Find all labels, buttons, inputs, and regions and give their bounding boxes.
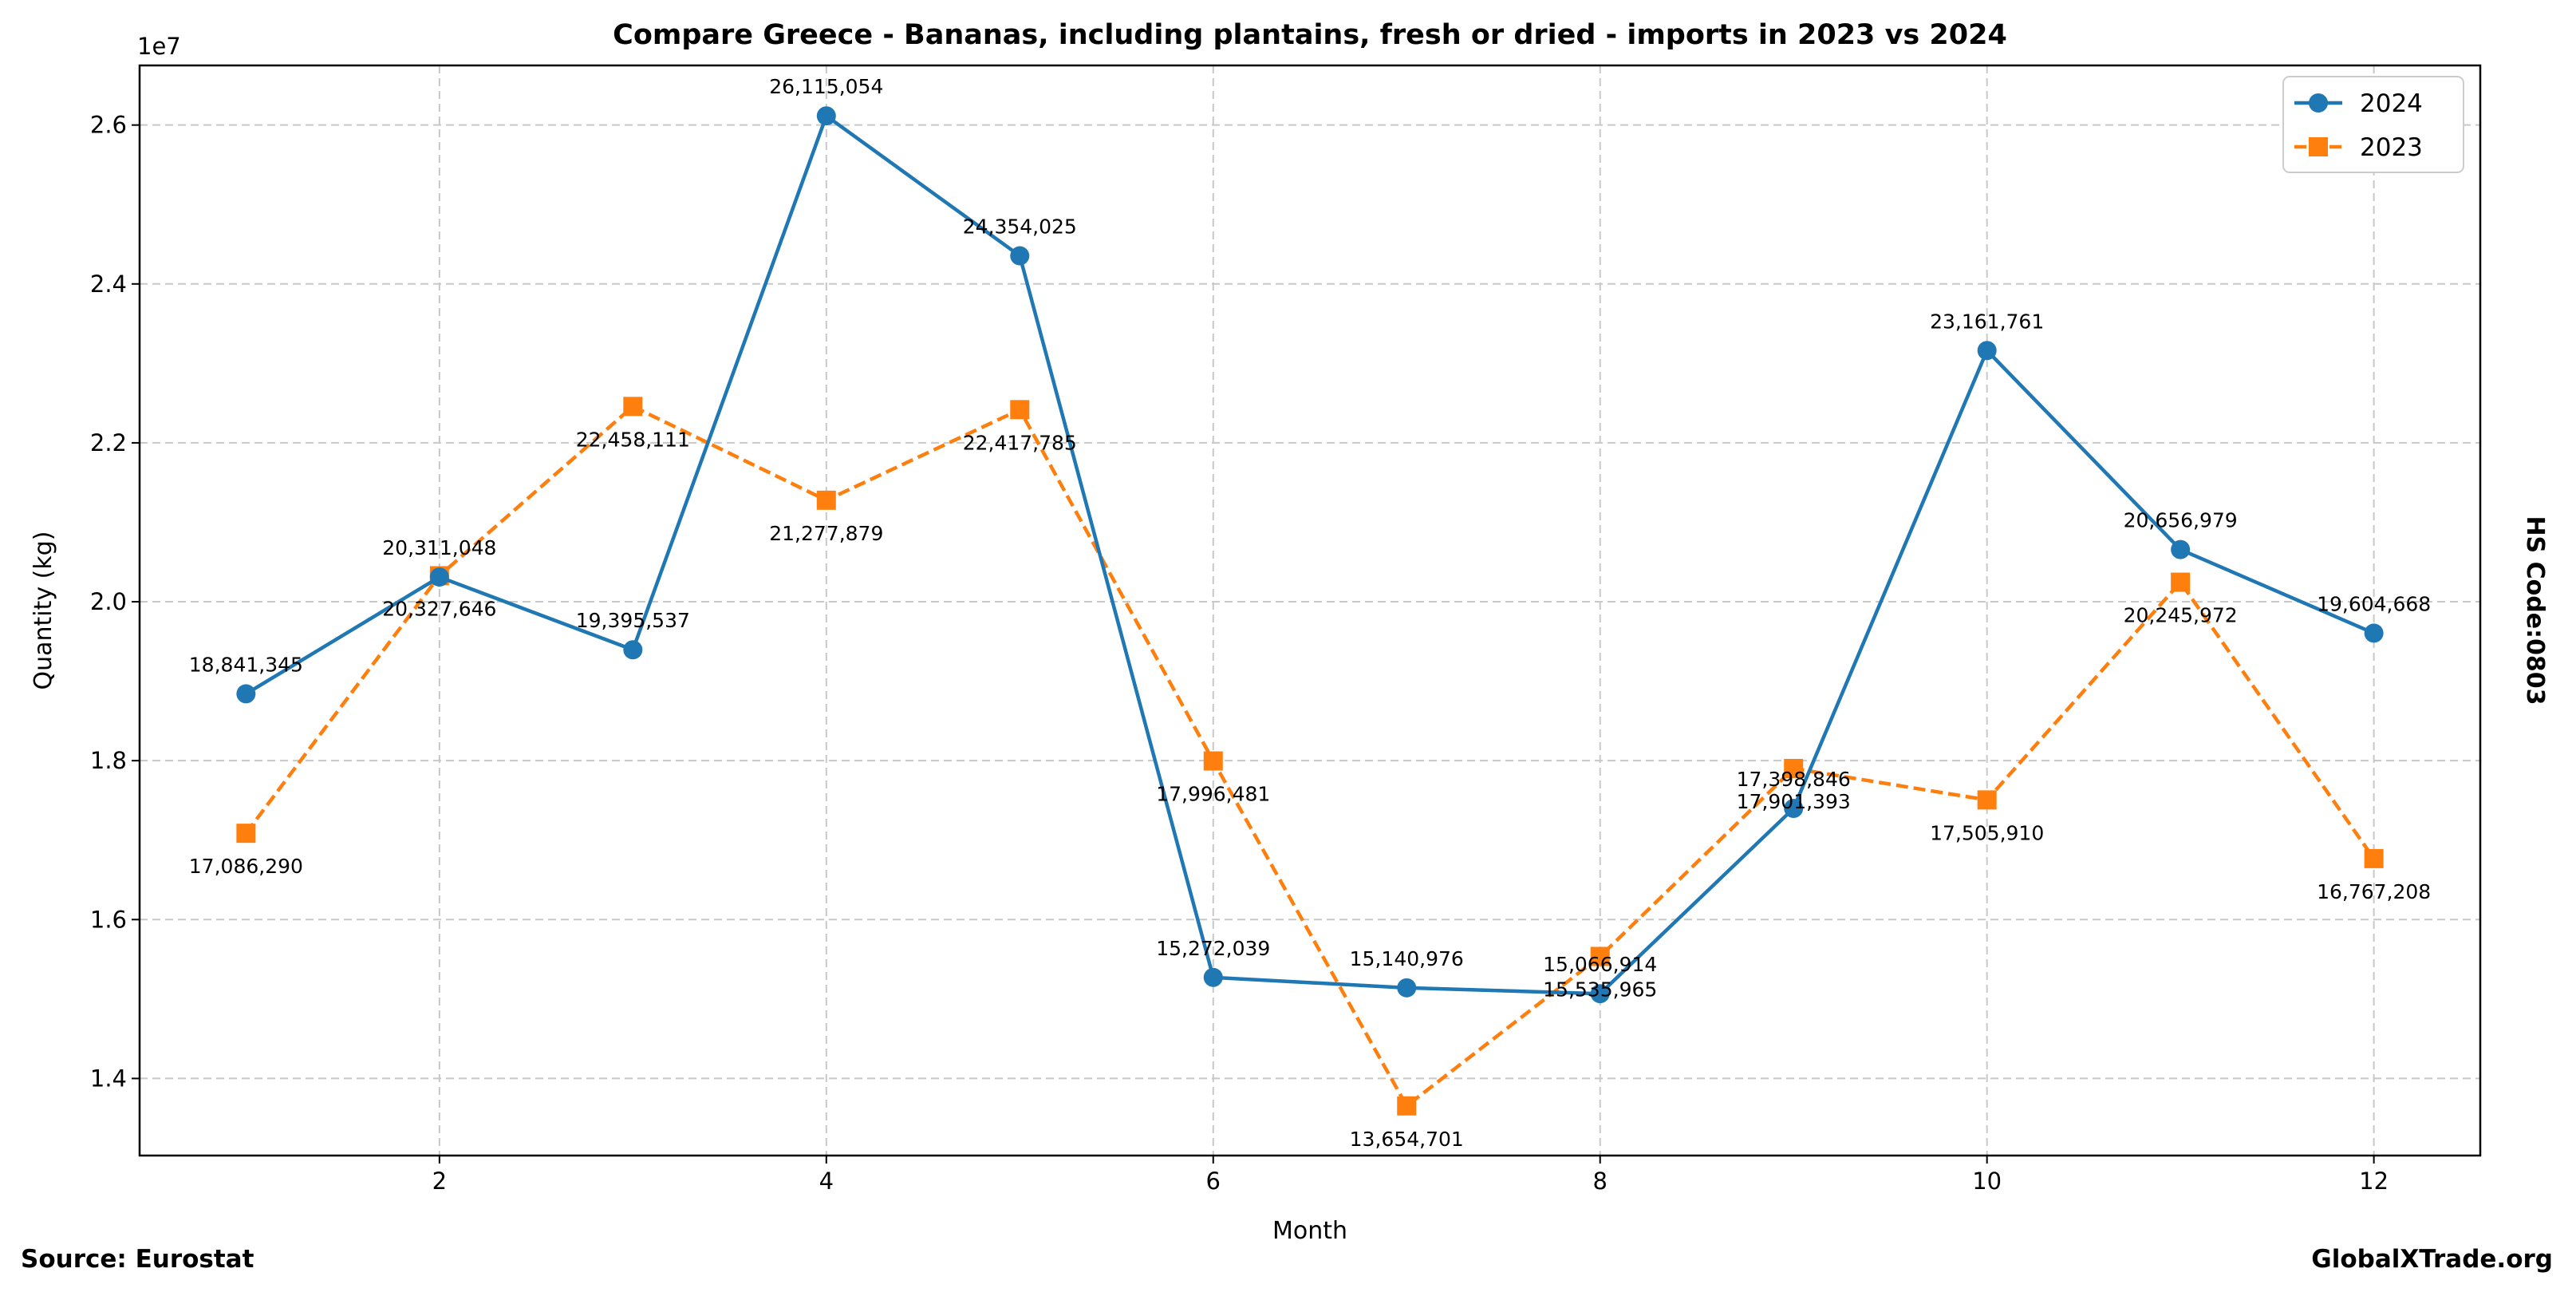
x-tick-label: 6 [1206,1168,1221,1195]
y-tick-label: 2.0 [90,588,127,615]
data-label-2023: 17,901,393 [1737,790,1851,813]
data-label-2024: 23,161,761 [1930,310,2044,333]
data-label-2023: 21,277,879 [769,522,883,545]
point-2023 [1590,946,1610,966]
legend-frame [2282,76,2464,173]
data-label-2023: 17,086,290 [189,855,303,878]
point-2024 [236,684,256,704]
x-tick-label: 10 [1972,1168,2002,1195]
y-tick-label: 1.8 [90,747,127,774]
plot-frame [138,64,2482,1157]
data-label-2024: 18,841,345 [189,653,303,676]
y-tick-label: 1.4 [90,1065,127,1092]
data-label-2023: 22,458,111 [576,428,690,451]
data-label-2024: 15,272,039 [1156,937,1270,960]
axis-ticks: 2 4 6 8 10 12 1.4 1.6 1.8 2.0 2.2 2.4 2.6 [90,112,2389,1195]
data-label-2024: 19,395,537 [576,609,690,632]
legend-marker-2023 [2309,137,2328,156]
point-2024 [1590,984,1610,1004]
data-label-2023: 22,417,785 [963,431,1077,454]
y-tick-label: 1.6 [90,906,127,933]
point-2023 [1784,758,1804,778]
point-2023 [1397,1096,1417,1116]
data-label-2023: 20,245,972 [2124,604,2238,627]
x-tick-label: 4 [819,1168,834,1195]
chart-title: Compare Greece - Bananas, including plan… [613,19,2007,51]
grid [140,65,2480,1156]
point-2023 [236,824,256,844]
point-2024 [2171,539,2191,559]
source-label: Source: Eurostat [21,1245,254,1274]
data-label-2024: 20,311,048 [382,536,496,559]
data-label-2023: 16,767,208 [2317,880,2431,903]
series-line-2023 [244,404,2376,1109]
hs-code-label: HS Code:0803 [2521,516,2549,705]
data-label-2023: 20,327,646 [382,597,496,620]
legend-marker-2024 [2309,93,2328,113]
data-label-2024: 24,354,025 [963,215,1077,239]
point-2023 [2364,848,2384,868]
y-tick-label: 2.4 [90,271,127,298]
data-label-2024: 15,140,976 [1350,947,1464,970]
x-tick-label: 12 [2359,1168,2389,1195]
legend-label-2024: 2024 [2360,89,2423,118]
data-labels: 17,086,290 20,327,646 22,458,111 21,277,879… [189,75,2431,1151]
point-2023 [2171,572,2191,592]
legend: 2024 2023 [2282,76,2464,173]
y-tick-label: 2.6 [90,112,127,139]
series-layer [236,106,2384,1116]
data-label-2023: 15,535,965 [1543,978,1657,1001]
point-2023 [1977,790,1997,810]
data-label-2023: 17,996,481 [1156,783,1270,806]
point-2023 [623,397,643,417]
point-2024 [816,106,836,126]
point-2024 [1010,246,1030,266]
series-line-2024 [245,113,2375,996]
data-label-2023: 13,654,701 [1350,1128,1464,1151]
legend-label-2023: 2023 [2360,133,2423,162]
data-label-2024: 19,604,668 [2317,592,2431,615]
data-label-2024: 26,115,054 [769,75,883,98]
point-2024 [429,567,449,587]
point-2024 [1977,341,1997,361]
point-2023 [1010,400,1030,420]
point-2024 [623,640,643,660]
x-axis-label: Month [1272,1217,1347,1245]
data-label-2024: 20,656,979 [2124,509,2238,532]
point-2024 [2364,623,2384,643]
point-2024 [1203,967,1223,987]
x-tick-label: 8 [1592,1168,1607,1195]
data-label-2024: 15,066,914 [1543,953,1657,976]
point-2024 [1397,978,1417,998]
x-tick-label: 2 [432,1168,447,1195]
point-2023 [1203,751,1223,771]
y-offset-label: 1e7 [137,33,181,60]
data-label-2024: 17,398,846 [1737,768,1851,791]
point-2023 [816,490,836,510]
y-axis-label: Quantity (kg) [30,531,57,690]
brand-label: GlobalXTrade.org [2311,1245,2553,1274]
point-2024 [1784,799,1804,819]
data-label-2023: 17,505,910 [1930,821,2044,844]
y-tick-label: 2.2 [90,429,127,456]
